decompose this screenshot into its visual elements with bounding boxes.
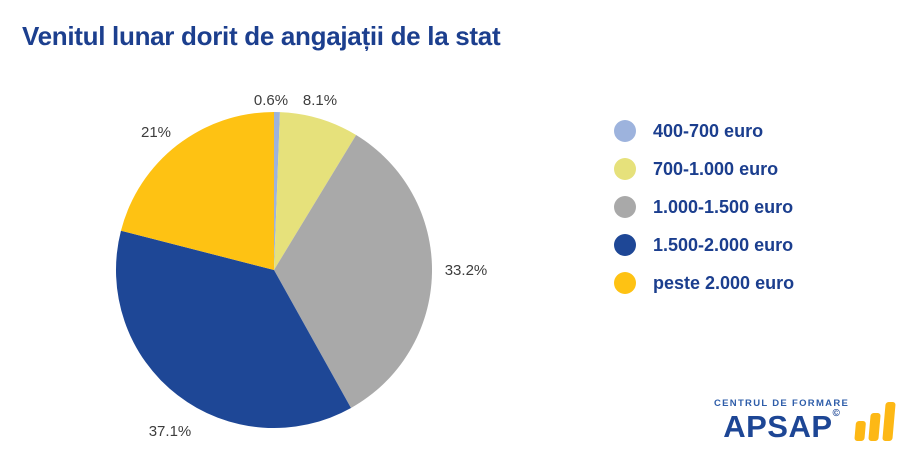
pie-slice-1 (274, 112, 357, 270)
legend-label-peste-2000: peste 2.000 euro (653, 272, 795, 293)
logo-bar-large (882, 402, 896, 441)
legend-label-1500-2000: 1.500-2.000 euro (653, 234, 794, 255)
pie-slice-0 (274, 111, 280, 270)
logo-bar-medium (868, 413, 881, 441)
pie-label-peste-2000: 21% (140, 124, 172, 141)
legend-swatch-peste-2000 (614, 272, 636, 294)
copyright-mark: © (832, 408, 840, 419)
logo-bar-small (854, 421, 867, 441)
legend-label-400-700: 400-700 euro (653, 120, 764, 141)
legend-item-1500-2000: 1.500-2.000 euro (614, 234, 794, 256)
logo-brand-name: APSAP (723, 409, 833, 444)
legend-item-400-700: 400-700 euro (614, 120, 794, 142)
chart-title: Venitul lunar dorit de angajații de la s… (22, 21, 501, 51)
legend-swatch-1500-2000 (614, 234, 636, 256)
pie-slice-3 (115, 230, 351, 429)
legend: 400-700 euro 700-1.000 euro 1.000-1.500 … (614, 120, 794, 310)
legend-item-peste-2000: peste 2.000 euro (614, 272, 794, 294)
pie-label-1000-1500: 33.2% (444, 262, 488, 279)
pie-slice-4 (120, 112, 275, 270)
legend-item-700-1000: 700-1.000 euro (614, 158, 794, 180)
legend-label-1000-1500: 1.000-1.500 euro (653, 196, 794, 217)
pie-slice-2 (274, 135, 433, 408)
legend-swatch-400-700 (614, 120, 636, 142)
legend-swatch-700-1000 (614, 158, 636, 180)
pie-label-1500-2000: 37.1% (148, 423, 192, 440)
legend-item-1000-1500: 1.000-1.500 euro (614, 196, 794, 218)
pie-chart (115, 111, 433, 429)
legend-label-700-1000: 700-1.000 euro (653, 158, 779, 179)
apsap-logo: CENTRUL DE FORMARE APSAP© (714, 398, 896, 442)
pie-label-400-700: 0.6% (253, 92, 289, 109)
logo-brand-row: APSAP© (714, 408, 849, 444)
legend-swatch-1000-1500 (614, 196, 636, 218)
logo-text: CENTRUL DE FORMARE APSAP© (714, 398, 849, 442)
pie-label-700-1000: 8.1% (302, 92, 338, 109)
logo-bars-icon (854, 402, 896, 441)
logo-tagline: CENTRUL DE FORMARE (714, 398, 850, 409)
